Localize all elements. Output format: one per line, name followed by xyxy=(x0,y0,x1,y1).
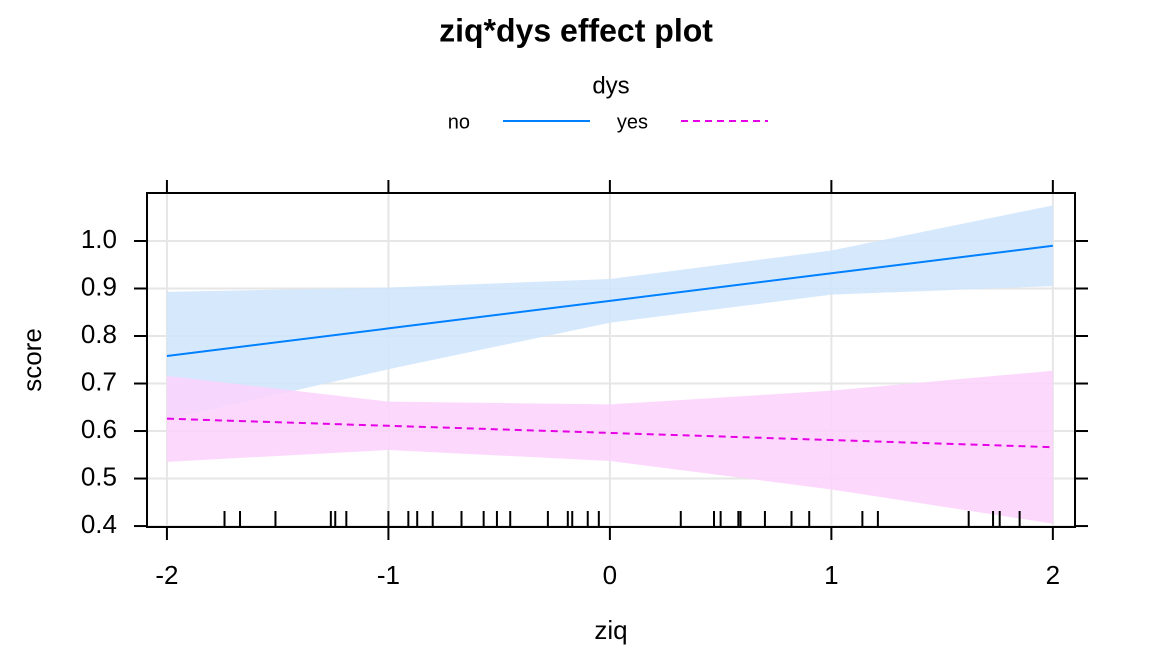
plot-frame xyxy=(146,192,1076,528)
y-tick-label: 1.0 xyxy=(81,224,117,254)
legend-label: no xyxy=(448,111,470,133)
y-tick-label: 0.8 xyxy=(81,319,117,349)
legend-label: yes xyxy=(617,111,648,133)
y-tick-label: 0.6 xyxy=(81,414,117,444)
y-tick-label: 0.5 xyxy=(81,461,117,491)
x-tick-label: 1 xyxy=(824,560,838,590)
legend-title: dys xyxy=(592,72,629,99)
y-axis-label: score xyxy=(17,328,47,392)
y-tick-label: 0.9 xyxy=(81,271,117,301)
confidence-band xyxy=(166,370,1053,524)
chart-title: ziq*dys effect plot xyxy=(439,12,713,48)
series-line xyxy=(166,244,1053,357)
y-tick-label: 0.4 xyxy=(81,509,117,539)
x-tick-label: 0 xyxy=(603,560,617,590)
series-line xyxy=(166,417,1053,449)
x-tick-label: 2 xyxy=(1046,560,1060,590)
x-tick-label: -1 xyxy=(377,560,400,590)
x-tick-label: -2 xyxy=(155,560,178,590)
y-tick-label: 0.7 xyxy=(81,366,117,396)
confidence-band xyxy=(166,205,1053,420)
x-axis-label: ziq xyxy=(594,615,627,645)
